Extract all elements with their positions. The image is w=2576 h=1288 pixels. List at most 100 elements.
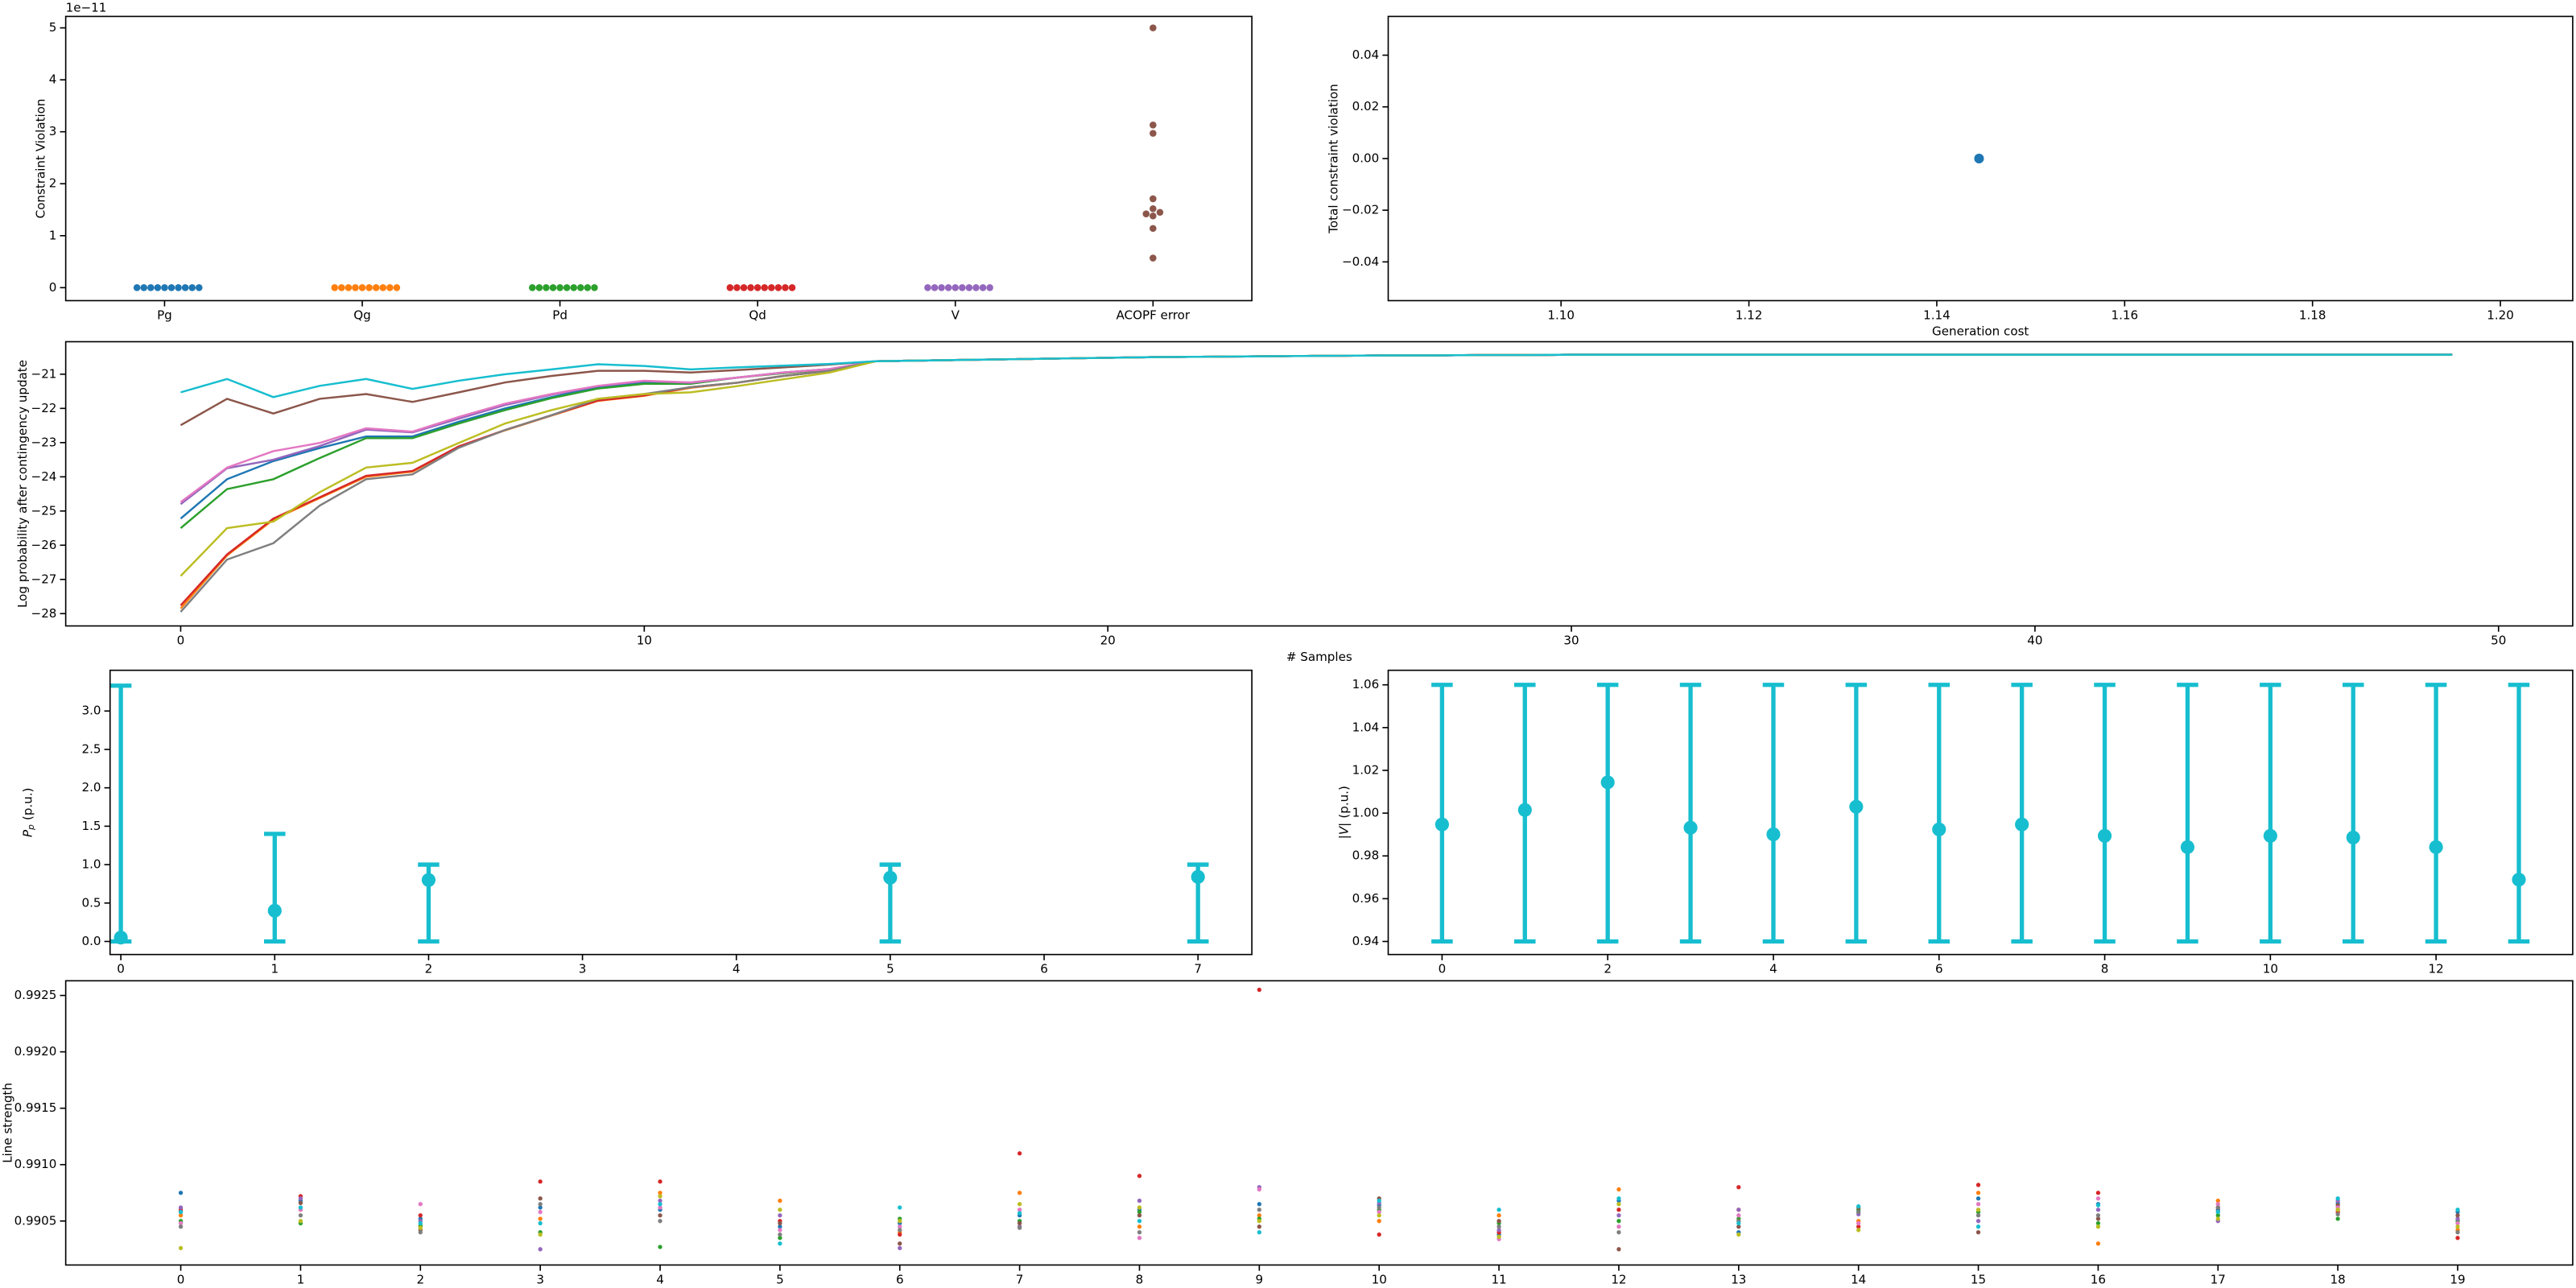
strip-point <box>591 284 598 291</box>
scatter-point <box>1137 1174 1142 1179</box>
scatter-point <box>898 1245 902 1251</box>
y-tick-label: 0.9910 <box>14 1157 57 1171</box>
y-tick-label: 5 <box>49 20 57 35</box>
series-line <box>180 353 2453 503</box>
scatter-point <box>2095 1203 2101 1208</box>
strip-point <box>563 284 571 291</box>
point-estimate <box>2346 830 2360 844</box>
x-tick-label: 19 <box>2450 1272 2465 1286</box>
x-tick-label: 2 <box>416 1272 424 1286</box>
y-axis-label: Log probability after contingency update <box>15 360 30 608</box>
scatter-point <box>298 1205 303 1210</box>
x-tick-label: 50 <box>2491 633 2506 647</box>
y-tick-label: −24 <box>31 469 57 484</box>
scatter-point <box>1736 1224 1741 1229</box>
series-line <box>180 353 2453 506</box>
strip-point <box>535 284 543 291</box>
scatter-point <box>1257 1202 1261 1207</box>
strip-point <box>584 284 592 291</box>
strip-point <box>529 284 536 291</box>
scatter-point <box>1616 1196 1621 1201</box>
scatter-point <box>778 1224 782 1229</box>
strip-point <box>979 284 987 291</box>
x-tick-label: 6 <box>1040 962 1048 976</box>
strip-point <box>1142 210 1150 217</box>
scatter-point <box>2215 1216 2220 1221</box>
scatter-point <box>538 1209 543 1215</box>
y-axis-label: Pp (p.u.) <box>20 787 36 836</box>
strip-point <box>147 284 155 291</box>
scatter-point <box>1616 1230 1621 1235</box>
y-axis-label: Total constraint violation <box>1327 84 1341 234</box>
y-tick-label: −0.02 <box>1342 203 1379 217</box>
scatter-point <box>1616 1187 1621 1192</box>
y-tick-label: 0.00 <box>1352 151 1380 165</box>
scatter-point <box>1973 152 1985 164</box>
point-estimate <box>2097 828 2112 843</box>
x-tick-label: 6 <box>896 1272 904 1286</box>
scatter-point <box>658 1205 663 1210</box>
strip-point <box>543 284 550 291</box>
axes-frame <box>1387 15 2574 302</box>
scatter-point <box>1975 1183 1981 1187</box>
x-tick-label: 13 <box>1731 1272 1746 1286</box>
strip-point <box>386 284 394 291</box>
scatter-point <box>1017 1211 1022 1216</box>
strip-point <box>788 284 796 291</box>
scatter-point <box>178 1220 184 1226</box>
point-estimate <box>1932 822 1946 836</box>
scatter-point <box>1496 1213 1501 1218</box>
y-tick-label: 0.0 <box>81 934 101 948</box>
strip-point <box>1150 254 1157 262</box>
strip-point <box>944 284 952 291</box>
scatter-point <box>1736 1208 1741 1212</box>
strip-point <box>965 284 973 291</box>
scatter-point <box>1736 1220 1741 1226</box>
strip-point <box>986 284 993 291</box>
y-tick-label: 2.0 <box>81 780 101 795</box>
scatter-point <box>1496 1228 1501 1232</box>
x-tick-label: V <box>952 308 960 322</box>
strip-point <box>372 284 380 291</box>
scatter-point <box>898 1232 902 1237</box>
x-axis-label: # Samples <box>1286 650 1352 664</box>
x-tick-label: 3 <box>536 1272 544 1286</box>
x-tick-label: 1.20 <box>2487 308 2514 322</box>
y-tick-label: 1.02 <box>1352 762 1380 777</box>
scatter-point <box>2095 1191 2101 1195</box>
scatter-point <box>658 1219 663 1224</box>
y-tick-label: 0.9920 <box>14 1044 57 1059</box>
point-estimate <box>1600 775 1615 790</box>
scatter-point <box>778 1236 782 1241</box>
x-tick-label: 4 <box>1769 962 1777 976</box>
scatter-point <box>1257 1208 1261 1212</box>
scatter-point <box>2095 1220 2101 1226</box>
scatter-point <box>1257 987 1261 993</box>
scatter-point <box>1496 1208 1501 1212</box>
scatter-point <box>1137 1198 1142 1203</box>
strip-point <box>154 284 162 291</box>
scatter-point <box>538 1216 543 1221</box>
strip-point <box>952 284 960 291</box>
axes-frame <box>109 669 1253 956</box>
scatter-point <box>2455 1236 2460 1241</box>
strip-point <box>358 284 366 291</box>
scatter-point <box>2455 1230 2460 1235</box>
point-estimate <box>421 873 436 887</box>
scatter-point <box>1017 1151 1022 1156</box>
x-tick-label: 0 <box>177 1272 185 1286</box>
scatter-point <box>1377 1205 1381 1210</box>
strip-point <box>938 284 945 291</box>
y-axis-label-unit: (p.u.) <box>1336 786 1351 819</box>
scatter-point <box>1616 1213 1621 1218</box>
strip-point <box>1150 212 1157 220</box>
x-tick-label: 8 <box>2101 962 2109 976</box>
scatter-point <box>2455 1220 2460 1226</box>
x-tick-label: 10 <box>1372 1272 1387 1286</box>
scatter-point <box>1616 1224 1621 1229</box>
y-tick-label: 1 <box>49 228 57 242</box>
y-tick-label: 0.96 <box>1352 891 1380 906</box>
scatter-point <box>658 1194 663 1199</box>
scatter-point <box>2215 1205 2220 1210</box>
x-tick-label: 10 <box>637 633 652 647</box>
